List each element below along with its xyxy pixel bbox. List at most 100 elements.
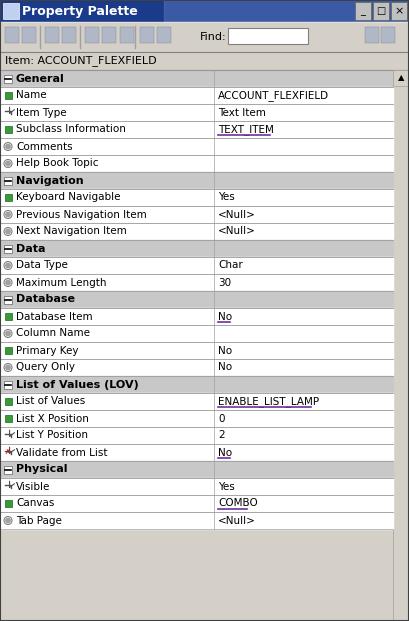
Text: 30: 30 [218,278,231,288]
Text: Data Type: Data Type [16,260,68,271]
Circle shape [4,363,12,371]
Bar [0,274,393,291]
Text: Canvas: Canvas [16,499,54,509]
Bar [0,240,393,257]
Bar [0,70,393,87]
Bar [4,126,11,133]
Text: Navigation: Navigation [16,176,83,186]
Text: ENABLE_LIST_LAMP: ENABLE_LIST_LAMP [218,396,319,407]
Bar [140,27,154,43]
Text: Visible: Visible [16,481,50,491]
Circle shape [4,227,12,235]
Text: Primary Key: Primary Key [16,345,79,355]
Bar [0,257,393,274]
Bar [3,3,19,19]
Bar [4,296,12,304]
Circle shape [4,160,12,168]
Bar [365,27,379,43]
Text: List of Values (LOV): List of Values (LOV) [16,379,139,389]
Bar [0,172,393,189]
Bar [0,410,393,427]
Bar [45,27,59,43]
Bar [393,70,409,621]
Circle shape [6,212,10,217]
Text: Data: Data [16,243,45,253]
Text: ACCOUNT_FLEXFIELD: ACCOUNT_FLEXFIELD [218,90,329,101]
Bar [393,70,409,86]
Text: Previous Navigation Item: Previous Navigation Item [16,209,147,219]
Bar [4,500,11,507]
Text: No: No [218,345,232,355]
Circle shape [4,517,12,525]
Bar [0,478,393,495]
Bar [0,87,393,104]
Bar [0,206,393,223]
Text: Yes: Yes [218,193,235,202]
Text: Item Type: Item Type [16,107,67,117]
Text: TEXT_ITEM: TEXT_ITEM [218,124,274,135]
Text: General: General [16,73,65,83]
Bar [4,194,11,201]
Circle shape [6,144,10,148]
Text: Yes: Yes [218,481,235,491]
Text: Find:: Find: [200,32,227,42]
Bar [164,0,409,22]
Bar [85,27,99,43]
Bar [4,347,11,354]
Bar [0,444,393,461]
Circle shape [6,229,10,233]
Bar [102,27,116,43]
Text: 0: 0 [218,414,225,424]
Text: Keyboard Navigable: Keyboard Navigable [16,193,121,202]
Circle shape [4,261,12,270]
Text: No: No [218,448,232,458]
Text: <Null>: <Null> [218,515,256,525]
Bar [157,27,171,43]
Circle shape [4,330,12,337]
Text: Maximum Length: Maximum Length [16,278,106,288]
Text: 2: 2 [218,430,225,440]
Text: Next Navigation Item: Next Navigation Item [16,227,127,237]
Text: Comments: Comments [16,142,73,152]
Bar [0,189,393,206]
Circle shape [4,278,12,286]
Bar [22,27,36,43]
Circle shape [6,280,10,284]
Bar [228,28,308,44]
Bar [0,325,393,342]
Text: <Null>: <Null> [218,227,256,237]
Text: ✗: ✗ [4,448,10,455]
Bar [0,461,393,478]
Bar [0,155,393,172]
Text: Subclass Information: Subclass Information [16,124,126,135]
Text: □: □ [376,6,386,16]
Text: Tab Page: Tab Page [16,515,62,525]
Bar [0,121,393,138]
Bar [373,2,389,20]
Bar [4,381,12,389]
Bar [0,104,393,121]
Text: Query Only: Query Only [16,363,75,373]
Circle shape [4,142,12,150]
Text: Text Item: Text Item [218,107,266,117]
Bar [0,342,393,359]
Circle shape [6,161,10,166]
Bar [4,245,12,253]
Text: Property Palette: Property Palette [22,4,138,17]
Circle shape [4,211,12,219]
Bar [62,27,76,43]
Bar [391,2,407,20]
Bar [120,27,134,43]
Bar [0,291,393,308]
Bar [0,512,393,529]
Bar [0,0,409,22]
Text: Char: Char [218,260,243,271]
Bar [4,398,11,405]
Bar [4,75,12,83]
Text: Physical: Physical [16,465,67,474]
Text: ×: × [394,6,404,16]
Text: ▲: ▲ [398,73,404,83]
Text: List X Position: List X Position [16,414,89,424]
Bar [0,495,393,512]
Bar [0,22,409,52]
